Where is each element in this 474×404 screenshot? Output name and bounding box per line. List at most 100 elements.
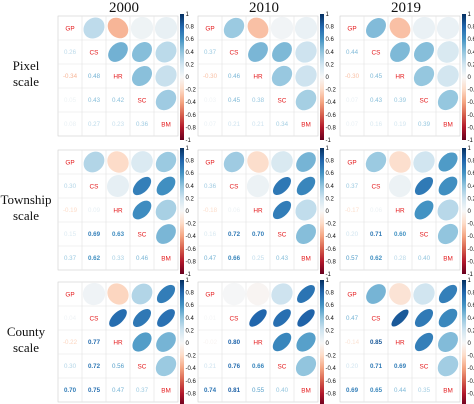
coefficient-label: 0.37 xyxy=(64,255,77,262)
coefficient-label: 0.01 xyxy=(204,315,217,322)
colorbar-tick-label: 0.6 xyxy=(326,37,335,43)
coefficient-label: 0.65 xyxy=(370,387,383,394)
correlation-ellipse xyxy=(414,308,434,328)
variable-label: HR xyxy=(253,339,263,346)
correlation-ellipse xyxy=(154,16,178,40)
coefficient-label: 0.48 xyxy=(88,73,101,80)
coefficient-label: 0.45 xyxy=(228,97,241,104)
coefficient-label: 0.04 xyxy=(64,315,77,322)
correlation-ellipse xyxy=(295,65,317,87)
correlation-ellipse xyxy=(156,332,176,352)
coefficient-label: 0.39 xyxy=(394,97,407,104)
correlation-ellipse xyxy=(132,176,152,196)
coefficient-label: 0.15 xyxy=(64,231,77,238)
correlation-ellipse xyxy=(388,174,412,198)
variable-label: GP xyxy=(65,25,74,32)
correlation-ellipse xyxy=(247,151,269,173)
coefficient-label: 0.30 xyxy=(64,183,77,190)
colorbar-tick-label: 0.6 xyxy=(326,171,335,177)
colorbar-tick-label: -0.2 xyxy=(326,354,337,360)
variable-label: GP xyxy=(65,159,74,166)
colorbar-tick-label: 0.2 xyxy=(186,62,195,68)
colorbar-tick-label: -1 xyxy=(186,272,192,278)
coefficient-label: 0.21 xyxy=(252,121,265,128)
correlation-ellipse xyxy=(295,89,317,111)
correlation-ellipse xyxy=(414,42,434,62)
correlation-ellipse xyxy=(155,41,177,63)
variable-label: GP xyxy=(347,291,356,298)
colorbar-tick-label: 0.4 xyxy=(186,184,195,190)
correlation-ellipse xyxy=(414,200,434,220)
correlation-ellipse xyxy=(437,65,459,87)
correlation-panel: GP CS HR SC BM 0.30 -0.19 0.15 0.37 0.09 0.69 0.62 0… xyxy=(57,146,197,278)
coefficient-label: 0.07 xyxy=(204,121,217,128)
correlation-ellipse xyxy=(438,308,458,328)
coefficient-label: 0.43 xyxy=(276,255,289,262)
coefficient-label: 0.72 xyxy=(228,231,241,238)
correlation-ellipse xyxy=(413,151,435,173)
colorbar-tick-label: 0.4 xyxy=(326,316,335,322)
coefficient-label: 0.66 xyxy=(252,363,265,370)
coefficient-label: 0.43 xyxy=(370,97,383,104)
correlation-panel: GP CS HR SC BM 0.44 -0.30 0.07 0.07 0.45 0.43 0.16 0… xyxy=(339,12,474,144)
colorbar-tick-label: 0.6 xyxy=(468,171,474,177)
correlation-panel: GP CS HR SC BM 0.36 -0.18 0.16 0.47 0.06 0.72 0.66 0… xyxy=(197,146,337,278)
coefficient-label: 0.44 xyxy=(346,49,359,56)
coefficient-label: -0.14 xyxy=(345,339,360,346)
coefficient-label: 0.16 xyxy=(204,231,217,238)
correlation-ellipse xyxy=(413,65,435,87)
colorbar-tick-label: 1 xyxy=(186,12,190,18)
variable-label: BM xyxy=(161,255,171,262)
colorbar-tick-label: -0.2 xyxy=(186,354,197,360)
variable-label: HR xyxy=(395,73,405,80)
colorbar xyxy=(180,14,184,140)
coefficient-label: 0.66 xyxy=(228,255,241,262)
coefficient-label: 0.56 xyxy=(112,363,125,370)
correlation-panel: GP CS HR SC BM 0.26 -0.34 0.05 0.08 0.48 0.43 0.27 0… xyxy=(57,12,197,144)
correlation-ellipse xyxy=(155,89,177,111)
colorbar-tick-label: 0.4 xyxy=(468,50,474,56)
colorbar-tick-label: 1 xyxy=(186,146,190,152)
colorbar-tick-label: 0.2 xyxy=(468,328,474,334)
variable-label: HR xyxy=(253,207,263,214)
colorbar-tick-label: 0.4 xyxy=(326,184,335,190)
correlation-ellipse xyxy=(438,152,458,172)
correlation-ellipse xyxy=(132,332,152,352)
coefficient-label: 0.06 xyxy=(228,207,241,214)
colorbar-tick-label: -0.4 xyxy=(186,366,197,372)
correlation-ellipse xyxy=(272,332,292,352)
coefficient-label: 0.85 xyxy=(370,339,383,346)
correlation-ellipse xyxy=(131,65,153,87)
colorbar-tick-label: 0.4 xyxy=(186,316,195,322)
colorbar-tick-label: -0.8 xyxy=(468,125,474,131)
colorbar-tick-label: 0.4 xyxy=(326,50,335,56)
colorbar-tick-label: 1 xyxy=(326,146,330,152)
variable-label: SC xyxy=(420,231,429,238)
correlation-ellipse xyxy=(156,176,176,196)
variable-label: CS xyxy=(90,315,99,322)
colorbar-tick-label: 1 xyxy=(326,278,330,284)
correlation-ellipse xyxy=(107,17,129,39)
colorbar-tick-label: 1 xyxy=(326,12,330,18)
coefficient-label: 0.36 xyxy=(204,183,217,190)
colorbar-tick-label: -0.6 xyxy=(186,247,197,253)
variable-label: SC xyxy=(278,97,287,104)
coefficient-label: 0.70 xyxy=(252,231,265,238)
colorbar-tick-label: 0.2 xyxy=(186,328,195,334)
coefficient-label: 0.35 xyxy=(418,387,431,394)
coefficient-label: 0.69 xyxy=(346,387,359,394)
colorbar-tick-label: 0.8 xyxy=(326,25,335,31)
variable-label: SC xyxy=(138,363,147,370)
coefficient-label: 0.77 xyxy=(88,339,101,346)
correlation-ellipse xyxy=(273,309,291,327)
colorbar-tick-label: -0.6 xyxy=(468,247,474,253)
correlation-ellipse xyxy=(391,309,409,327)
coefficient-label: 0.36 xyxy=(136,121,149,128)
correlation-ellipse xyxy=(223,151,245,173)
variable-label: CS xyxy=(90,49,99,56)
variable-label: GP xyxy=(205,291,214,298)
correlation-ellipse xyxy=(412,16,436,40)
correlation-ellipse xyxy=(106,174,130,198)
correlation-ellipse xyxy=(155,199,177,221)
colorbar-tick-label: -0.8 xyxy=(468,391,474,397)
